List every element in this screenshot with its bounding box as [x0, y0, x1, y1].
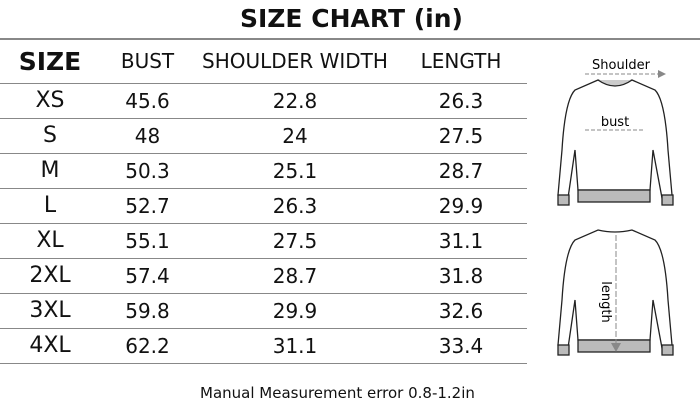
cell-size: S	[43, 123, 57, 148]
cell-bust: 48	[134, 123, 161, 148]
cell-length: 26.3	[438, 88, 484, 113]
table-row: XL 55.1 27.5 31.1	[0, 223, 527, 258]
sweater-back	[557, 229, 674, 356]
cell-size: M	[40, 158, 60, 183]
cell-length: 29.9	[438, 193, 484, 218]
cell-shoulder: 28.7	[272, 263, 318, 288]
header-bust: BUST	[120, 49, 175, 74]
cell-bust: 55.1	[125, 228, 170, 253]
cell-shoulder: 25.1	[272, 158, 318, 183]
divider	[0, 38, 700, 40]
table-header: SIZE BUST SHOULDER WIDTH LENGTH	[0, 40, 527, 83]
cell-bust: 45.6	[125, 88, 170, 113]
cell-size: XL	[36, 228, 64, 253]
table-row: 3XL 59.8 29.9 32.6	[0, 293, 527, 328]
header-length: LENGTH	[420, 49, 502, 74]
cell-size: 2XL	[29, 263, 71, 288]
shoulder-label: Shoulder	[592, 58, 651, 73]
cell-shoulder: 29.9	[272, 298, 318, 323]
sweater-front	[557, 79, 674, 206]
cell-length: 27.5	[438, 123, 484, 148]
cell-size: 4XL	[29, 333, 71, 358]
cell-bust: 52.7	[125, 193, 170, 218]
cell-size: 3XL	[29, 298, 71, 323]
title-text: SIZE CHART (in)	[240, 4, 463, 33]
cell-bust: 62.2	[125, 333, 170, 358]
table-row: S 48 24 27.5	[0, 118, 527, 153]
cell-size: XS	[35, 88, 65, 113]
length-label: length	[598, 281, 613, 322]
table-row: L 52.7 26.3 29.9	[0, 188, 527, 223]
arrow-head-icon	[658, 70, 666, 78]
sweater-diagram: Shoulder bust length	[557, 58, 674, 356]
size-table: SIZE BUST SHOULDER WIDTH LENGTH XS 45.6 22…	[0, 40, 527, 364]
bust-label: bust	[601, 115, 629, 130]
header-size: SIZE	[18, 46, 82, 76]
cell-bust: 57.4	[125, 263, 170, 288]
cell-shoulder: 22.8	[272, 88, 318, 113]
table-row: 2XL 57.4 28.7 31.8	[0, 258, 527, 293]
header-shoulder: SHOULDER WIDTH	[202, 49, 388, 74]
table-row: M 50.3 25.1 28.7	[0, 153, 527, 188]
cell-size: L	[43, 193, 57, 218]
cell-shoulder: 26.3	[272, 193, 318, 218]
cell-shoulder: 27.5	[272, 228, 318, 253]
cell-shoulder: 24	[282, 123, 308, 148]
cell-length: 31.1	[438, 228, 484, 253]
cell-bust: 50.3	[125, 158, 170, 183]
cell-length: 32.6	[438, 298, 484, 323]
footer-text: Manual Measurement error 0.8-1.2in	[200, 384, 475, 402]
cell-shoulder: 31.1	[272, 333, 318, 358]
cell-length: 28.7	[438, 158, 484, 183]
cell-length: 33.4	[438, 333, 484, 358]
table-row: 4XL 62.2 31.1 33.4	[0, 328, 527, 363]
cell-bust: 59.8	[125, 298, 170, 323]
arrow-down-icon	[611, 343, 621, 352]
table-row: XS 45.6 22.8 26.3	[0, 83, 527, 118]
cell-length: 31.8	[438, 263, 484, 288]
